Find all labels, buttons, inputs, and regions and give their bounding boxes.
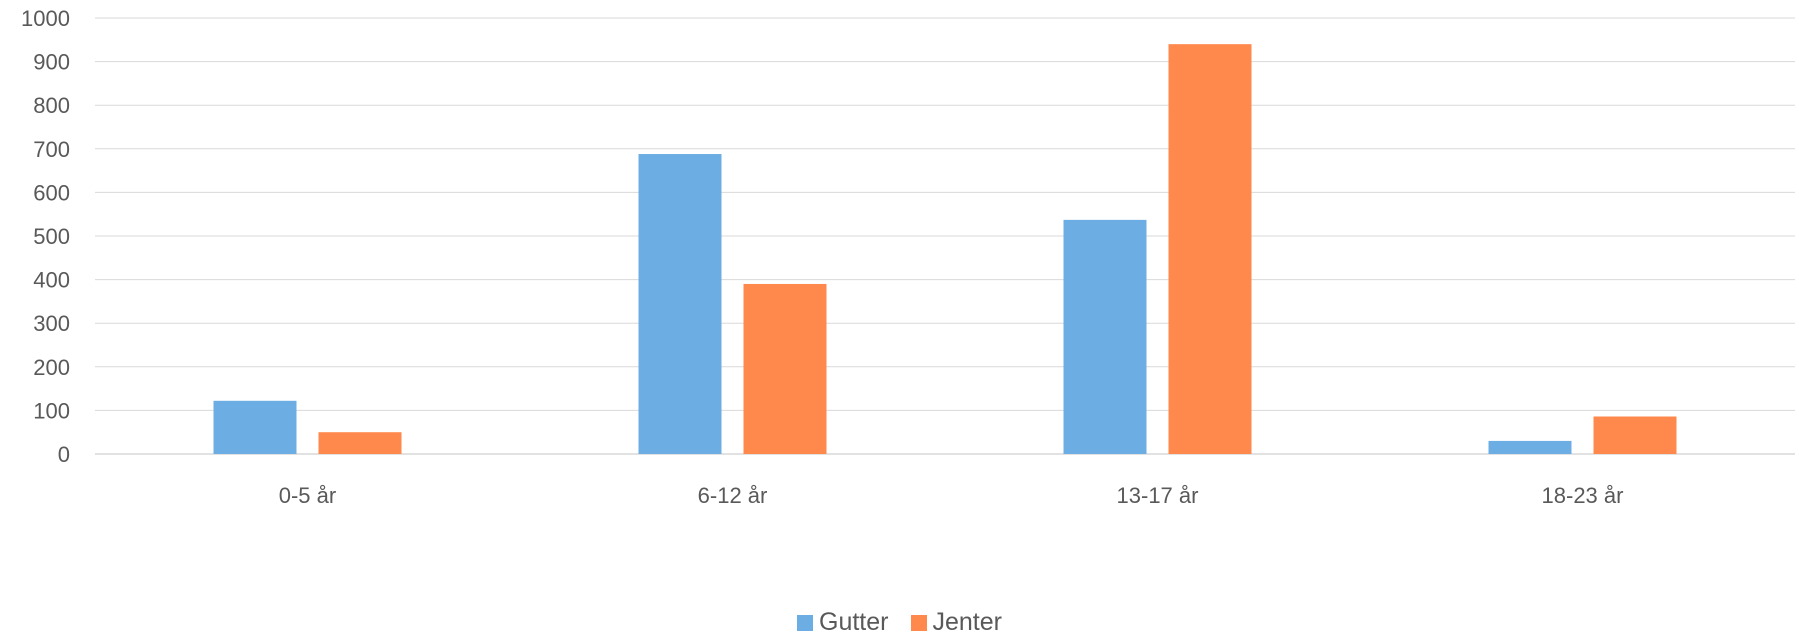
bar-jenter-3	[1593, 416, 1677, 454]
x-tick-label: 18-23 år	[1542, 483, 1624, 508]
y-tick-label: 300	[33, 311, 70, 336]
legend-swatch-gutter	[797, 614, 814, 631]
bar-jenter-2	[1168, 44, 1252, 454]
legend-swatch-jenter	[910, 614, 927, 631]
y-tick-label: 0	[58, 442, 70, 467]
y-tick-label: 700	[33, 137, 70, 162]
legend-label-jenter: Jenter	[932, 608, 1002, 636]
gridlines	[95, 17, 1795, 455]
y-tick-label: 100	[33, 398, 70, 423]
y-tick-label: 900	[33, 50, 70, 75]
y-tick-label: 800	[33, 93, 70, 118]
bar-jenter-0	[318, 432, 402, 454]
bar-jenter-1	[743, 283, 827, 454]
y-tick-label: 600	[33, 180, 70, 205]
x-tick-label: 0-5 år	[279, 483, 336, 508]
legend: Gutter Jenter	[0, 608, 1799, 637]
y-tick-label: 400	[33, 268, 70, 293]
bar-gutter-2	[1063, 219, 1147, 454]
y-axis-ticks: 0 100 200 300 400 500 600 700 800 900 1000	[21, 6, 70, 467]
bar-gutter-0	[213, 400, 297, 454]
x-tick-label: 6-12 år	[698, 483, 768, 508]
legend-label-gutter: Gutter	[819, 608, 889, 636]
bar-gutter-1	[638, 154, 722, 455]
legend-item-jenter: Jenter	[910, 608, 1002, 637]
y-tick-label: 500	[33, 224, 70, 249]
y-tick-label: 200	[33, 355, 70, 380]
y-tick-label: 1000	[21, 6, 70, 31]
bars	[213, 44, 1677, 455]
x-tick-label: 13-17 år	[1117, 483, 1199, 508]
bar-gutter-3	[1488, 440, 1572, 454]
x-axis-ticks: 0-5 år 6-12 år 13-17 år 18-23 år	[279, 483, 1624, 508]
legend-item-gutter: Gutter	[797, 608, 889, 637]
